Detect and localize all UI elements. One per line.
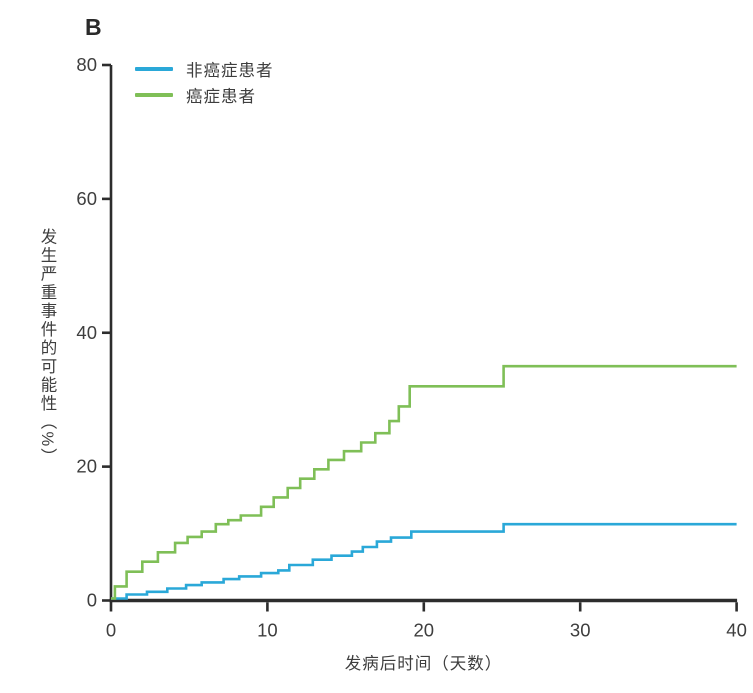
x-tick-label: 30 — [570, 620, 591, 641]
y-tick-label: 40 — [76, 322, 97, 343]
series-line-cancer — [111, 364, 737, 600]
noncancer-line-swatch — [135, 67, 173, 71]
x-tick-label: 20 — [414, 620, 435, 641]
x-axis-title: 发病后时间（天数） — [344, 655, 503, 673]
panel-label: B — [85, 14, 102, 40]
legend-label-cancer: 癌症患者 — [186, 88, 256, 106]
y-tick-label: 0 — [87, 590, 97, 611]
legend: 非癌症患者 癌症患者 — [135, 56, 274, 108]
legend-label-noncancer: 非癌症患者 — [186, 62, 274, 80]
legend-item-noncancer: 非癌症患者 — [135, 56, 274, 82]
y-tick-label: 60 — [76, 188, 97, 209]
x-tick-label: 10 — [257, 620, 278, 641]
cancer-line-swatch — [135, 93, 173, 97]
x-tick-label: 40 — [726, 620, 747, 641]
y-tick-label: 20 — [76, 456, 97, 477]
series-curves — [111, 364, 737, 600]
x-tick-label: 0 — [106, 620, 116, 641]
legend-item-cancer: 癌症患者 — [135, 82, 274, 108]
axes: 0 20 40 60 80 0 10 20 30 40 — [76, 54, 746, 641]
y-tick-label: 80 — [76, 54, 97, 75]
series-line-noncancer — [111, 522, 737, 600]
y-axis-title: 发生严重事件的可能性（%） — [38, 228, 56, 467]
